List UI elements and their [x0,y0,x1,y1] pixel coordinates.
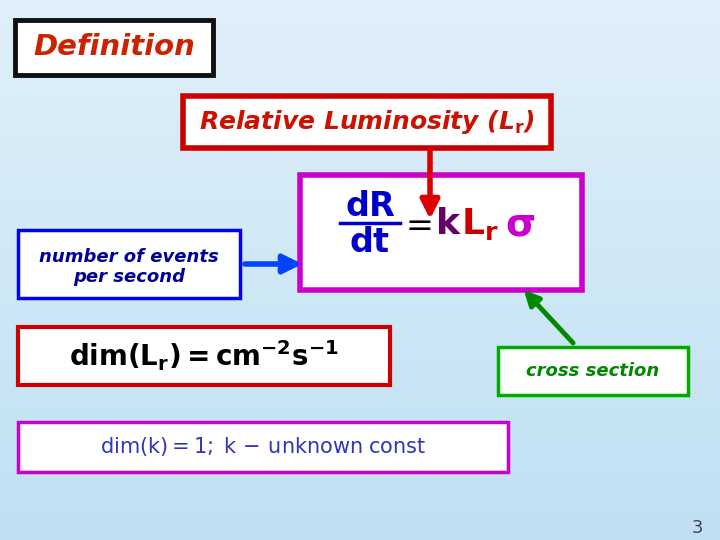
FancyBboxPatch shape [15,20,213,75]
FancyBboxPatch shape [300,175,582,290]
Text: #000099: #000099 [129,263,135,264]
Text: number of events: number of events [39,248,219,266]
Text: $\mathbf{dR}$: $\mathbf{dR}$ [344,190,395,222]
Text: $\mathrm{dim(k) = 1;\; k\, -\, unknown\; const}$: $\mathrm{dim(k) = 1;\; k\, -\, unknown\;… [100,435,426,458]
Text: Relative Luminosity (L$_\mathbf{r}$): Relative Luminosity (L$_\mathbf{r}$) [199,108,535,136]
FancyBboxPatch shape [183,96,551,148]
Text: $\mathbf{L_r}$: $\mathbf{L_r}$ [461,206,499,242]
Text: $\mathbf{k}$: $\mathbf{k}$ [435,207,462,241]
Text: per second: per second [73,268,185,286]
Text: 3: 3 [691,519,703,537]
Text: $\mathbf{dim(L_r) = cm^{-2}s^{-1}}$: $\mathbf{dim(L_r) = cm^{-2}s^{-1}}$ [69,339,339,373]
FancyBboxPatch shape [18,327,390,385]
FancyBboxPatch shape [18,230,240,298]
Text: $\mathbf{dt}$: $\mathbf{dt}$ [349,226,390,259]
FancyBboxPatch shape [18,422,508,472]
Text: $\mathbf{dim(}$: $\mathbf{dim(}$ [168,341,239,370]
Text: $\mathbf{\sigma}$: $\mathbf{\sigma}$ [505,205,535,243]
Text: $=$: $=$ [399,207,431,240]
Text: cross section: cross section [526,362,660,380]
Text: Definition: Definition [33,33,195,61]
FancyBboxPatch shape [498,347,688,395]
